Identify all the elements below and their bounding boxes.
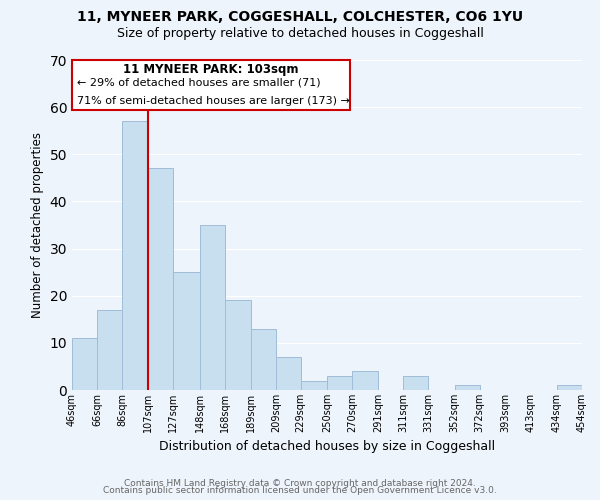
Y-axis label: Number of detached properties: Number of detached properties (31, 132, 44, 318)
Bar (173, 272, 199, 390)
Bar (301, 380, 327, 390)
Bar (148, 168, 173, 390)
Text: Contains HM Land Registry data © Crown copyright and database right 2024.: Contains HM Land Registry data © Crown c… (124, 478, 476, 488)
X-axis label: Distribution of detached houses by size in Coggeshall: Distribution of detached houses by size … (159, 440, 495, 454)
Bar (557, 386, 582, 390)
Text: Contains public sector information licensed under the Open Government Licence v3: Contains public sector information licen… (103, 486, 497, 495)
Text: 11 MYNEER PARK: 103sqm: 11 MYNEER PARK: 103sqm (123, 64, 299, 76)
Text: ← 29% of detached houses are smaller (71): ← 29% of detached houses are smaller (71… (77, 78, 321, 88)
Text: Size of property relative to detached houses in Coggeshall: Size of property relative to detached ho… (116, 28, 484, 40)
Bar (224, 300, 251, 390)
Bar (199, 225, 224, 390)
Bar (72, 338, 97, 390)
Text: 11, MYNEER PARK, COGGESHALL, COLCHESTER, CO6 1YU: 11, MYNEER PARK, COGGESHALL, COLCHESTER,… (77, 10, 523, 24)
FancyBboxPatch shape (72, 60, 349, 110)
Bar (403, 376, 428, 390)
Bar (276, 357, 301, 390)
Text: 71% of semi-detached houses are larger (173) →: 71% of semi-detached houses are larger (… (77, 96, 350, 106)
Bar (122, 122, 148, 390)
Bar (352, 371, 378, 390)
Bar (251, 328, 276, 390)
Bar (455, 386, 479, 390)
Bar (97, 310, 122, 390)
Bar (327, 376, 352, 390)
